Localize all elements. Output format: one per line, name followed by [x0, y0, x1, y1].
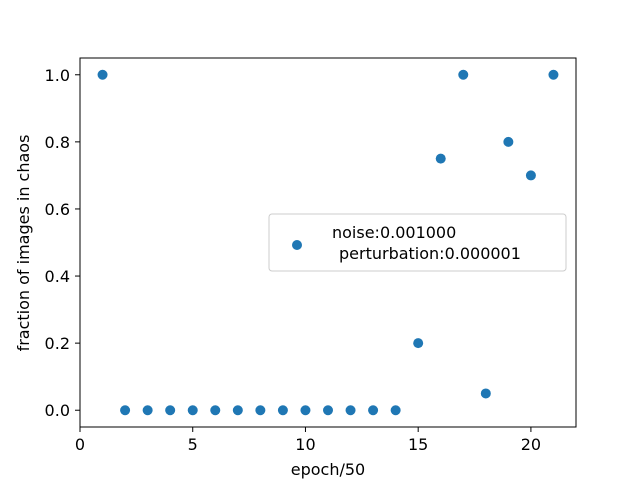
legend-label-line-2: perturbation:0.000001: [339, 244, 521, 263]
x-tick-label: 0: [75, 435, 85, 454]
y-tick-label: 0.2: [45, 334, 70, 353]
x-tick-label: 5: [188, 435, 198, 454]
data-point-17: [458, 69, 469, 80]
data-points: [97, 69, 559, 416]
data-point-10: [300, 405, 311, 416]
legend-box: [268, 213, 567, 272]
data-point-15: [413, 338, 424, 349]
data-point-11: [323, 405, 333, 416]
y-tick-label: 1.0: [45, 66, 70, 85]
data-point-9: [277, 405, 288, 416]
x-tick-label: 20: [521, 435, 541, 454]
data-point-21: [548, 69, 559, 80]
x-axis-label: epoch/50: [291, 460, 365, 479]
data-point-1: [97, 69, 108, 80]
x-tick-label: 15: [408, 435, 428, 454]
data-point-3: [142, 405, 153, 416]
y-tick-label: 0.6: [45, 200, 70, 219]
y-tick-label: 0.4: [45, 267, 70, 286]
data-point-8: [255, 405, 266, 416]
data-point-5: [187, 405, 198, 416]
legend: noise:0.001000 perturbation:0.000001: [268, 213, 567, 272]
data-point-16: [435, 153, 446, 164]
data-point-4: [165, 405, 176, 416]
data-point-19: [503, 136, 514, 147]
data-point-20: [525, 170, 536, 181]
data-point-14: [390, 405, 401, 416]
data-point-2: [120, 405, 131, 416]
data-point-6: [210, 405, 221, 416]
y-tick-label: 0.0: [45, 401, 70, 420]
data-point-18: [480, 388, 491, 399]
legend-marker: [292, 240, 302, 250]
y-axis-label: fraction of images in chaos: [14, 135, 33, 352]
y-tick-label: 0.8: [45, 133, 70, 152]
plot-frame: [79, 57, 577, 428]
data-point-12: [345, 405, 356, 416]
legend-label-line-1: noise:0.001000: [332, 223, 456, 242]
data-point-13: [368, 405, 379, 416]
data-point-7: [232, 405, 243, 416]
axes: 0 5 10 15 20 0.0 0.2 0.4 0.6 0.8 1.0: [45, 57, 577, 454]
x-tick-label: 10: [295, 435, 315, 454]
